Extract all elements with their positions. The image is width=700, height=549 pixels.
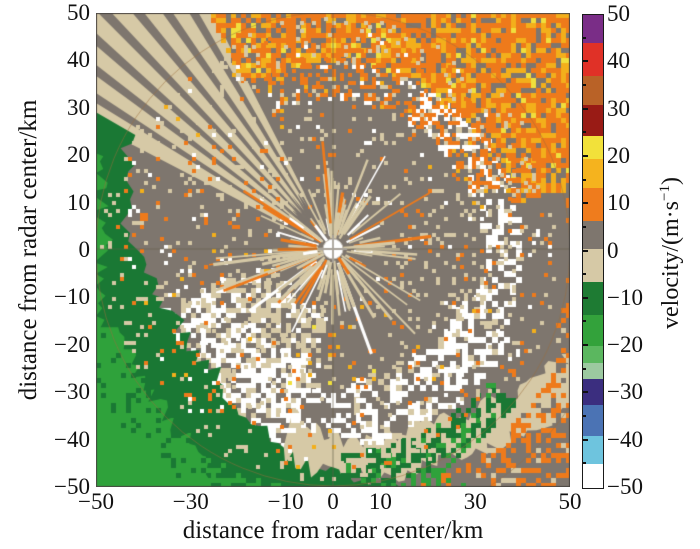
colorbar-tick-label: 0 xyxy=(607,237,619,263)
y-tick-label: 50 xyxy=(67,0,90,25)
x-tick-label: −10 xyxy=(267,489,304,514)
colorbar-major-tick xyxy=(583,60,588,63)
colorbar xyxy=(582,14,604,489)
colorbar-major-tick xyxy=(583,249,588,252)
colorbar-segment xyxy=(583,135,603,160)
colorbar-major-tick xyxy=(583,296,588,299)
colorbar-title: velocity/(m·s−1) xyxy=(657,177,684,329)
colorbar-minor-tick xyxy=(583,225,586,228)
colorbar-minor-tick xyxy=(583,36,586,39)
y-tick-label: 30 xyxy=(67,94,90,120)
x-tick-label: 0 xyxy=(327,489,339,514)
x-tick-label: 50 xyxy=(558,489,582,514)
colorbar-tick-label: 10 xyxy=(607,190,630,216)
colorbar-segment xyxy=(583,187,603,221)
colorbar-minor-tick xyxy=(583,83,586,86)
colorbar-segment xyxy=(583,282,603,316)
y-tick-label: 10 xyxy=(67,189,90,215)
colorbar-major-tick xyxy=(583,107,588,110)
colorbar-major-tick xyxy=(583,202,588,205)
colorbar-minor-tick xyxy=(583,131,586,134)
colorbar-minor-tick xyxy=(583,415,586,418)
x-axis-title: distance from radar center/km xyxy=(182,517,484,544)
colorbar-segment xyxy=(583,346,603,363)
colorbar-minor-tick xyxy=(583,178,586,181)
colorbar-segment xyxy=(583,464,603,488)
radar-velocity-canvas xyxy=(96,13,570,487)
colorbar-segment xyxy=(583,220,603,250)
colorbar-tick-label: −40 xyxy=(607,426,643,452)
y-tick-label: 40 xyxy=(67,47,90,73)
colorbar-segment xyxy=(583,315,603,347)
colorbar-major-tick xyxy=(583,438,588,441)
x-tick-label: 10 xyxy=(368,489,392,514)
y-tick-label: −50 xyxy=(54,474,90,499)
y-tick-label: 20 xyxy=(67,142,90,168)
colorbar-tick-label: 50 xyxy=(607,1,630,26)
y-tick-label: −30 xyxy=(54,379,90,405)
colorbar-tick-label: −10 xyxy=(607,284,643,310)
colorbar-tick-label: 30 xyxy=(607,95,630,121)
colorbar-segment xyxy=(583,15,603,44)
colorbar-segment xyxy=(583,43,603,77)
y-tick-label: 0 xyxy=(78,237,91,262)
colorbar-minor-tick xyxy=(583,273,586,276)
x-tick-label: −30 xyxy=(172,489,209,514)
colorbar-minor-tick xyxy=(583,320,586,323)
colorbar-segment xyxy=(583,104,603,136)
y-tick-label: −40 xyxy=(54,426,90,452)
colorbar-segment xyxy=(583,362,603,380)
colorbar-tick-label: −20 xyxy=(607,332,643,358)
colorbar-tick-label: −50 xyxy=(607,474,643,499)
colorbar-segment xyxy=(583,249,603,283)
colorbar-tick-label: 40 xyxy=(607,48,630,74)
radar-ppi-plot xyxy=(96,13,570,487)
colorbar-minor-tick xyxy=(583,367,586,370)
colorbar-tick-label: −30 xyxy=(607,379,643,405)
colorbar-major-tick xyxy=(583,154,588,157)
colorbar-segment xyxy=(583,379,603,406)
y-tick-label: −10 xyxy=(54,284,90,310)
colorbar-tick-label: 20 xyxy=(607,142,630,168)
x-tick-label: −50 xyxy=(78,489,114,514)
colorbar-segment xyxy=(583,159,603,188)
colorbar-minor-tick xyxy=(583,462,586,465)
colorbar-segment xyxy=(583,435,603,465)
colorbar-segment xyxy=(583,76,603,105)
y-tick-label: −20 xyxy=(54,331,90,357)
colorbar-segment xyxy=(583,405,603,436)
colorbar-major-tick xyxy=(583,344,588,347)
x-tick-label: 30 xyxy=(463,489,487,514)
colorbar-title-exponent: −1 xyxy=(657,185,673,201)
colorbar-major-tick xyxy=(583,391,588,394)
